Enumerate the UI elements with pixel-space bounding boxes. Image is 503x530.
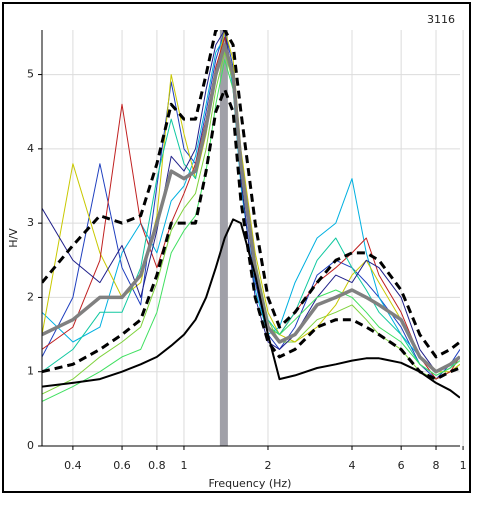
x-tick-label: 6	[398, 459, 405, 472]
x-tick-label: 0.6	[113, 459, 131, 472]
axes: 0 1 2 3 4 5 0.4 0.6 0.8 1 2 4 6 8 1	[27, 30, 467, 472]
chart-title: 3116	[427, 13, 455, 26]
x-tick-label: 4	[349, 459, 356, 472]
x-tick-label: 8	[433, 459, 440, 472]
plot-area	[42, 30, 460, 446]
y-tick-label: 0	[27, 439, 34, 452]
x-tick-label: 0.8	[148, 459, 166, 472]
x-axis-label: Frequency (Hz)	[209, 477, 292, 490]
y-axis-label: H/V	[7, 228, 20, 248]
x-tick-label: 2	[264, 459, 271, 472]
y-tick-label: 2	[27, 290, 34, 303]
x-tick-label: 0.4	[64, 459, 82, 472]
x-tick-label: 1	[180, 459, 187, 472]
hv-curve	[42, 30, 460, 359]
hv-curve	[42, 218, 460, 399]
hv-curve	[42, 30, 460, 373]
x-tick-label: 1	[460, 459, 467, 472]
y-tick-label: 4	[27, 142, 34, 155]
y-tick-label: 1	[27, 365, 34, 378]
y-tick-label: 3	[27, 216, 34, 229]
hv-curve	[42, 43, 460, 374]
y-tick-label: 5	[27, 68, 34, 81]
